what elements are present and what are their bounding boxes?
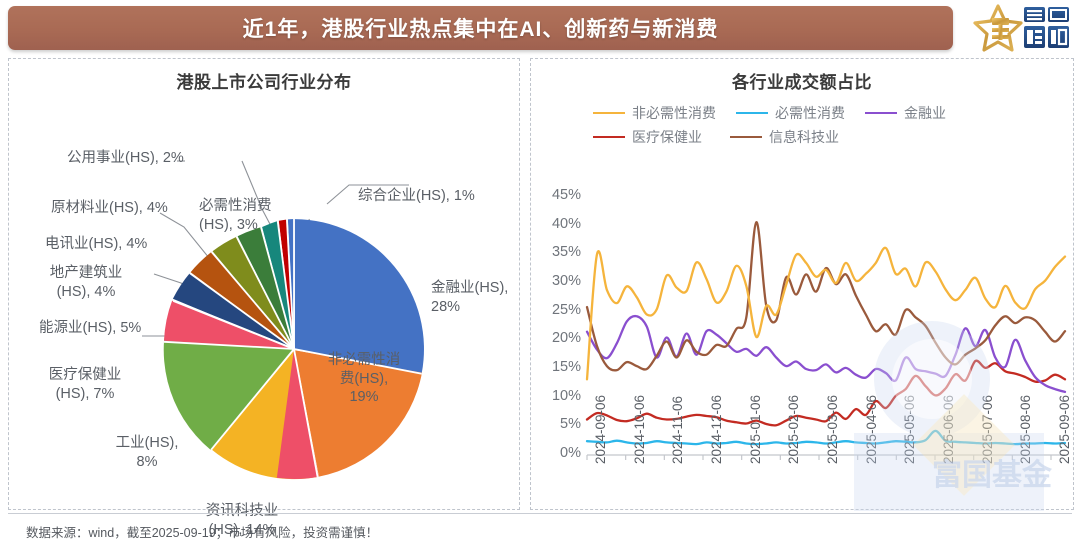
slide-title-bar: 近1年，港股行业热点集中在AI、创新药与新消费 <box>8 6 953 50</box>
line-series-4 <box>585 221 1067 372</box>
legend-swatch-discretionary <box>593 112 625 114</box>
legend-label-staples: 必需性消费 <box>775 105 845 121</box>
pie-slice-separators <box>163 219 422 478</box>
x-tick-label: 2025-09-06 <box>1057 394 1072 464</box>
pie-label-healthcare: 医疗保健业 (HS), 7% <box>48 367 122 402</box>
y-tick-label: 10% <box>551 387 581 404</box>
pie-label-telecom: 电讯业(HS), 4% <box>45 236 148 252</box>
pie-label-utilities: 公用事业(HS), 2% <box>67 150 184 166</box>
y-tick-label: 30% <box>551 273 581 289</box>
pie-label-materials: 原材料业(HS), 4% <box>51 200 168 216</box>
y-tick-label: 40% <box>551 215 581 232</box>
x-tick-label: 2025-04-06 <box>863 394 879 464</box>
logo-character-xing <box>992 18 1009 40</box>
x-tick-label: 2025-06-06 <box>941 394 956 464</box>
star-icon <box>973 4 1023 52</box>
y-tick-label: 35% <box>551 244 581 261</box>
y-tick-label: 15% <box>551 359 581 375</box>
legend-item-it[interactable]: 信息科技业 <box>730 127 839 147</box>
y-tick-label: 0% <box>560 445 581 461</box>
legend-swatch-finance <box>865 112 897 114</box>
x-tick-label: 2025-02-06 <box>786 394 802 464</box>
pie-label-conglomerates: 综合企业(HS), 1% <box>358 188 475 204</box>
pie-chart-panel: 港股上市公司行业分布 <box>8 58 520 538</box>
pie-slices-small <box>164 219 295 349</box>
fuguo-star-advisor-logo <box>968 2 1076 54</box>
line-series-2 <box>585 314 1067 394</box>
legend-row-2: 医疗保健业 信息科技业 <box>593 127 1063 147</box>
y-tick-label: 20% <box>551 330 581 347</box>
y-tick-label: 5% <box>560 416 581 433</box>
legend-label-healthcare: 医疗保健业 <box>632 129 702 145</box>
x-tick-label: 2025-05-06 <box>902 394 918 464</box>
legend-item-staples[interactable]: 必需性消费 <box>736 103 845 123</box>
pie-label-finance: 金融业(HS), 28% <box>431 280 509 315</box>
x-tick-label: 2025-01-06 <box>747 394 763 464</box>
legend-label-finance: 金融业 <box>904 105 946 121</box>
footer-divider <box>8 513 1072 514</box>
legend-item-healthcare[interactable]: 医疗保健业 <box>593 127 702 147</box>
pie-label-industrials: 工业(HS), 8% <box>115 435 179 470</box>
line-series-0 <box>585 246 1067 381</box>
x-tick-label: 2025-08-06 <box>1018 394 1034 464</box>
x-tick-label: 2024-10-06 <box>631 394 647 464</box>
y-tick-label: 45% <box>551 187 581 203</box>
x-tick-label: 2024-12-06 <box>709 394 724 464</box>
logo-text-fuguo <box>1024 7 1069 22</box>
line-chart-title: 各行业成交额占比 <box>732 73 872 92</box>
x-tick-label: 2024-11-06 <box>670 395 686 464</box>
x-tick-label: 2025-03-06 <box>825 394 840 464</box>
pie-chart-title: 港股上市公司行业分布 <box>176 73 352 92</box>
footer-source-note: 数据来源：wind，截至2025-09-19；市场有风险，投资需谨慎！ <box>26 526 379 540</box>
line-chart-panel: 各行业成交额占比 非必需性消费 必需性消费 金融业 <box>530 58 1074 510</box>
pie-label-staples: 必需性消费 (HS), 3% <box>199 198 272 233</box>
y-tick-label: 25% <box>551 301 581 318</box>
logo-text-touguo <box>1024 26 1069 48</box>
legend-item-discretionary[interactable]: 非必需性消费 <box>593 103 716 123</box>
industry-distribution-pie <box>142 160 424 480</box>
legend-label-discretionary: 非必需性消费 <box>632 105 716 121</box>
legend-row-1: 非必需性消费 必需性消费 金融业 <box>593 103 1063 123</box>
legend-swatch-healthcare <box>593 136 625 138</box>
legend-swatch-it <box>730 136 762 138</box>
legend-label-it: 信息科技业 <box>769 129 839 145</box>
pie-label-discretionary: 非必需性消 费(HS), 19% <box>327 352 401 406</box>
page-title: 近1年，港股行业热点集中在AI、创新药与新消费 <box>242 18 719 41</box>
pie-label-it: 资讯科技业 (HS), 14% <box>205 503 279 538</box>
pie-label-energy: 能源业(HS), 5% <box>39 320 142 336</box>
legend-swatch-staples <box>736 112 768 114</box>
x-tick-label: 2025-07-06 <box>979 394 995 464</box>
pie-label-realestate: 地产建筑业 (HS), 4% <box>49 265 123 300</box>
x-tick-label: 2024-09-06 <box>593 394 608 464</box>
legend-item-finance[interactable]: 金融业 <box>865 103 946 123</box>
line-chart-legend: 非必需性消费 必需性消费 金融业 医疗保健业 信息科技业 <box>593 103 1063 151</box>
